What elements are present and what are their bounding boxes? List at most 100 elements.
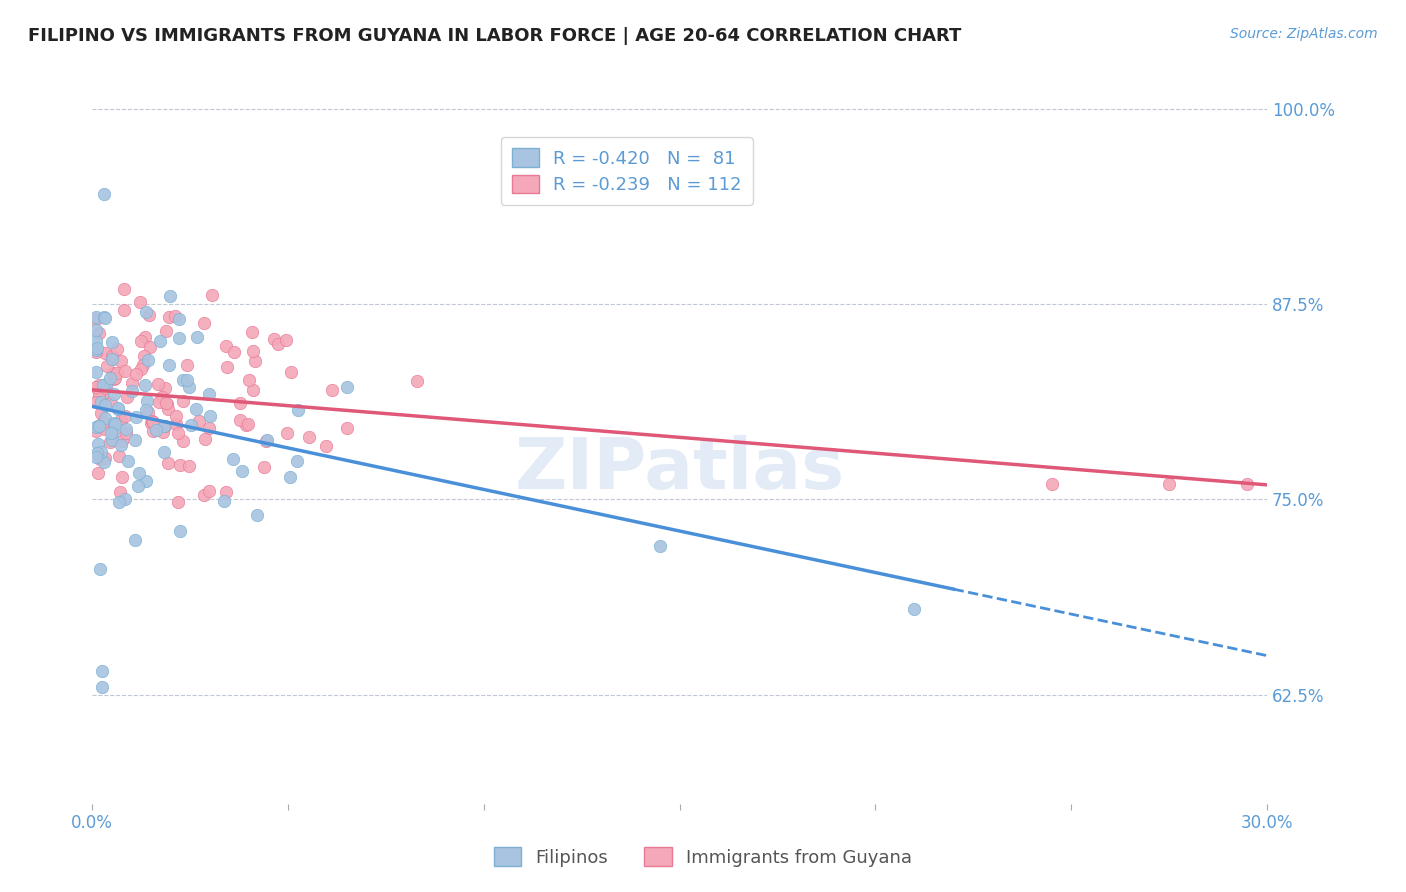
Point: [87, 466, 110, 480]
Point: [903, 601, 925, 615]
Point: [165, 417, 187, 432]
Point: [93, 450, 115, 465]
Point: [86, 437, 108, 451]
Point: [169, 458, 191, 472]
Point: [84, 334, 107, 349]
Point: [114, 363, 136, 377]
Point: [90, 445, 112, 459]
Point: [214, 493, 236, 508]
Point: [153, 445, 176, 459]
Point: [214, 339, 236, 353]
Point: [84, 380, 107, 394]
Point: [172, 434, 194, 448]
Point: [84, 323, 107, 337]
Point: [86, 341, 108, 355]
Point: [84, 395, 107, 409]
Point: [103, 425, 125, 439]
Point: [115, 422, 138, 436]
Point: [148, 394, 170, 409]
Point: [110, 413, 132, 427]
Point: [184, 402, 207, 417]
Point: [142, 415, 165, 429]
Point: [229, 413, 252, 427]
Point: [315, 439, 337, 453]
Point: [100, 425, 122, 440]
Point: [84, 345, 107, 359]
Point: [121, 376, 143, 390]
Point: [155, 324, 177, 338]
Point: [101, 349, 124, 363]
Point: [274, 334, 297, 348]
Point: [1157, 476, 1180, 491]
Point: [165, 309, 187, 323]
Point: [242, 383, 264, 397]
Point: [89, 562, 111, 576]
Point: [176, 373, 198, 387]
Point: [167, 331, 190, 345]
Point: [131, 334, 153, 348]
Point: [134, 377, 156, 392]
Point: [156, 402, 179, 417]
Point: [166, 495, 188, 509]
Point: [229, 396, 252, 410]
Point: [276, 425, 298, 440]
Point: [267, 337, 290, 351]
Point: [91, 415, 114, 429]
Point: [89, 452, 111, 467]
Point: [108, 449, 131, 463]
Point: [103, 417, 125, 431]
Point: [1236, 476, 1258, 491]
Point: [94, 411, 117, 425]
Point: [110, 434, 132, 448]
Point: [84, 312, 107, 326]
Point: [254, 434, 277, 448]
Point: [98, 434, 121, 449]
Point: [194, 432, 217, 446]
Text: Source: ZipAtlas.com: Source: ZipAtlas.com: [1230, 27, 1378, 41]
Point: [129, 294, 152, 309]
Point: [84, 420, 107, 434]
Point: [285, 453, 308, 467]
Point: [132, 350, 155, 364]
Point: [114, 282, 136, 296]
Point: [115, 425, 138, 440]
Point: [155, 397, 177, 411]
Point: [86, 445, 108, 459]
Point: [242, 344, 264, 359]
Point: [105, 342, 128, 356]
Point: [117, 453, 139, 467]
Point: [238, 373, 260, 387]
Point: [172, 393, 194, 408]
Point: [131, 358, 153, 372]
Point: [186, 330, 208, 344]
Point: [169, 524, 191, 538]
Point: [200, 409, 222, 424]
Point: [103, 372, 125, 386]
Point: [231, 464, 253, 478]
Point: [136, 405, 159, 419]
Point: [84, 310, 107, 324]
Point: [138, 308, 160, 322]
Point: [84, 424, 107, 438]
Point: [222, 452, 245, 467]
Point: [256, 433, 278, 447]
Point: [91, 664, 114, 678]
Point: [153, 419, 176, 434]
Point: [217, 359, 239, 374]
Point: [87, 387, 110, 401]
Point: [89, 377, 111, 392]
Point: [236, 417, 259, 432]
Point: [180, 417, 202, 432]
Point: [155, 418, 177, 433]
Point: [128, 467, 150, 481]
Point: [235, 418, 257, 433]
Point: [155, 396, 177, 410]
Point: [93, 346, 115, 360]
Point: [141, 417, 163, 431]
Point: [187, 414, 209, 428]
Point: [94, 422, 117, 436]
Point: [103, 387, 125, 401]
Point: [246, 508, 269, 522]
Point: [157, 358, 180, 372]
Point: [98, 371, 121, 385]
